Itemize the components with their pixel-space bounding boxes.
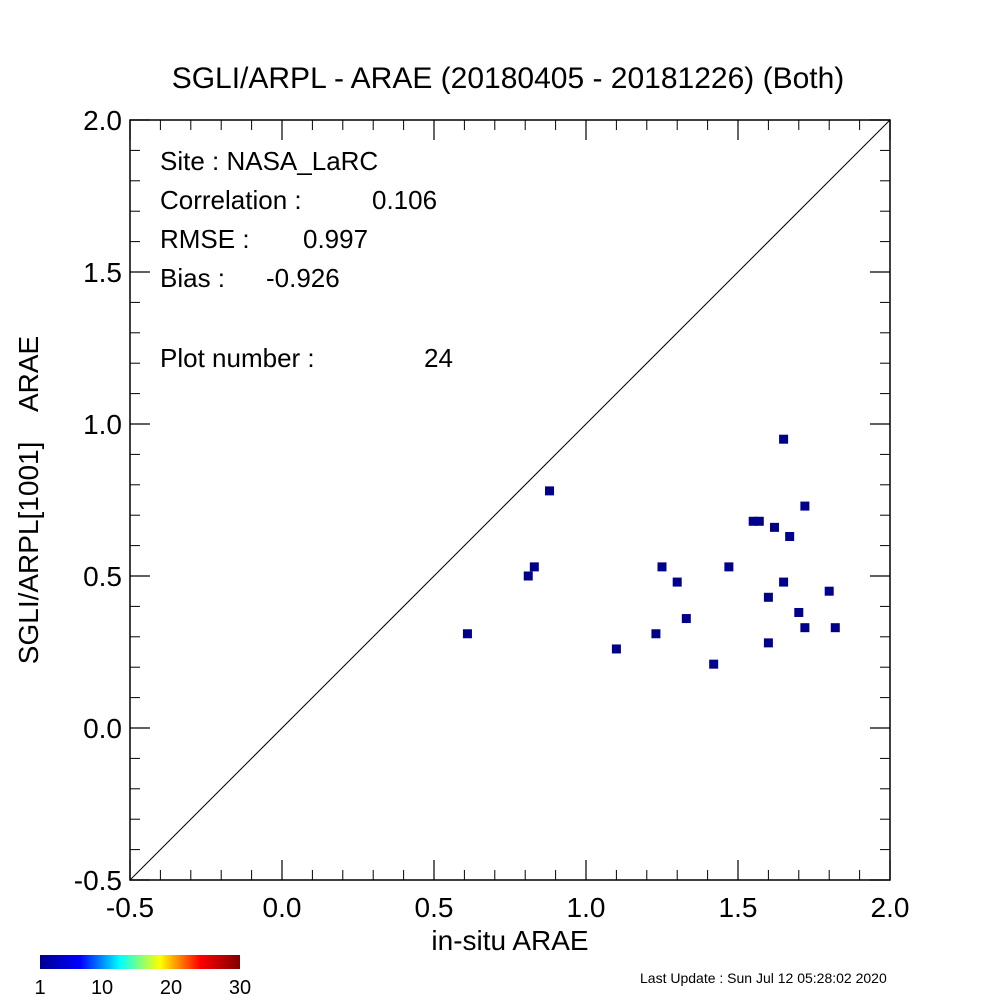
data-point	[754, 516, 764, 526]
colorbar-labels: 1 10 20 30	[34, 977, 251, 999]
data-point	[545, 486, 555, 496]
data-point	[763, 638, 773, 648]
data-point	[779, 434, 789, 444]
data-point	[681, 614, 691, 624]
y-tick-label: 0.0	[83, 713, 122, 744]
y-tick-label: 1.0	[83, 409, 122, 440]
stat-bias-value: -0.926	[266, 263, 340, 293]
x-tick-label: -0.5	[106, 892, 154, 923]
data-point	[462, 629, 472, 639]
data-points	[462, 434, 840, 669]
data-point	[830, 623, 840, 633]
data-point	[794, 607, 804, 617]
data-point	[800, 501, 810, 511]
major-ticks	[129, 119, 891, 881]
data-point	[523, 571, 533, 581]
y-tick-label: 0.5	[83, 561, 122, 592]
y-tick-labels: -0.5 0.0 0.5 1.0 1.5 2.0	[74, 105, 122, 896]
stat-rmse-value: 0.997	[303, 224, 368, 254]
plot-frame	[129, 119, 891, 881]
y-tick-label: 2.0	[83, 105, 122, 136]
data-point	[672, 577, 682, 587]
x-tick-labels: -0.5 0.0 0.5 1.0 1.5 2.0	[106, 892, 910, 923]
data-point	[800, 623, 810, 633]
x-tick-label: 2.0	[871, 892, 910, 923]
colorbar-tick-label: 1	[34, 977, 45, 999]
data-point	[785, 531, 795, 541]
data-point	[769, 522, 779, 532]
data-point	[724, 562, 734, 572]
data-point	[529, 562, 539, 572]
data-point	[748, 516, 758, 526]
stat-plot-number-label: Plot number :	[160, 343, 315, 373]
data-point	[651, 629, 661, 639]
one-to-one-line	[129, 119, 891, 881]
stat-correlation-label: Correlation :	[160, 185, 302, 215]
data-point	[657, 562, 667, 572]
stat-correlation-value: 0.106	[372, 185, 437, 215]
data-point	[824, 586, 834, 596]
colorbar	[40, 955, 240, 969]
x-tick-label: 1.0	[567, 892, 606, 923]
stat-plot-number-value: 24	[424, 343, 453, 373]
y-tick-label: 1.5	[83, 257, 122, 288]
data-point	[763, 592, 773, 602]
stat-site: Site : NASA_LaRC	[160, 146, 378, 176]
data-point	[709, 659, 719, 669]
last-update: Last Update : Sun Jul 12 05:28:02 2020	[640, 970, 887, 986]
y-tick-label: -0.5	[74, 865, 122, 896]
data-point	[779, 577, 789, 587]
x-axis-label: in-situ ARAE	[431, 925, 588, 956]
stat-bias-label: Bias :	[160, 263, 225, 293]
x-tick-label: 0.0	[263, 892, 302, 923]
stat-rmse-label: RMSE :	[160, 224, 250, 254]
data-point	[611, 644, 621, 654]
y-axis-label: SGLI/ARPL[1001] ARAE	[13, 336, 44, 664]
x-tick-label: 1.5	[719, 892, 758, 923]
chart-title: SGLI/ARPL - ARAE (20180405 - 20181226) (…	[172, 62, 845, 95]
colorbar-tick-label: 10	[91, 977, 113, 999]
x-tick-label: 0.5	[415, 892, 454, 923]
colorbar-tick-label: 30	[229, 977, 251, 999]
colorbar-tick-label: 20	[160, 977, 182, 999]
